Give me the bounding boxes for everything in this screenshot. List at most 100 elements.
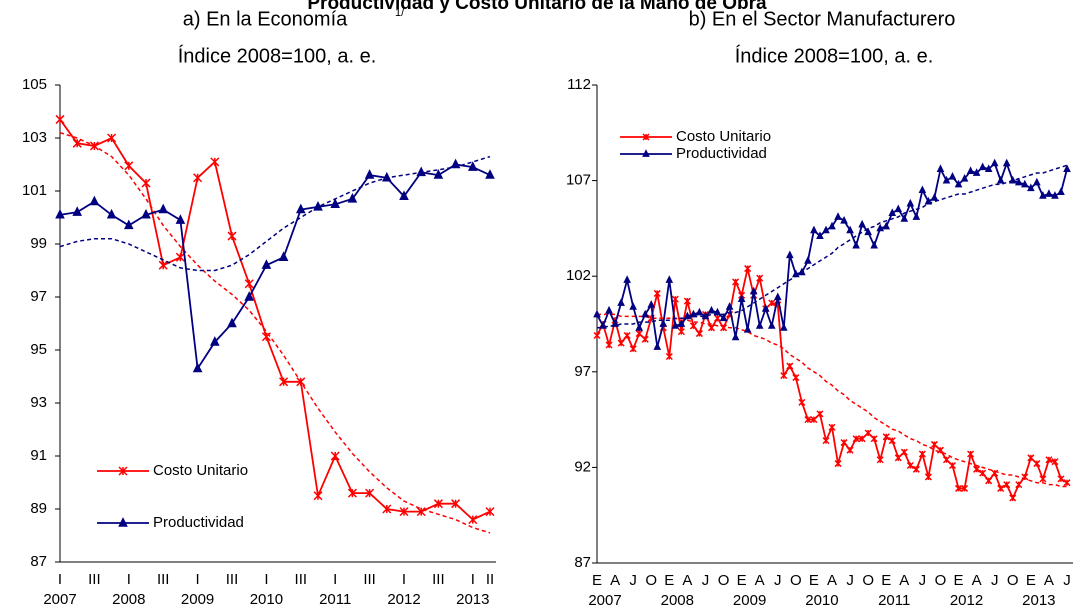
marker [623,331,631,340]
panel-subtitle: Índice 2008=100, a. e. [178,44,377,67]
marker [852,240,860,249]
y-tick-label: 97 [30,288,47,305]
marker [1057,187,1065,195]
marker [261,332,271,342]
marker [1045,189,1053,197]
marker [792,374,800,382]
x-tick-label: I [471,571,475,588]
marker [936,446,944,454]
marker [659,319,668,327]
marker [990,158,999,167]
marker [450,158,461,169]
marker [858,219,866,228]
year-label: 2012 [387,591,420,608]
x-tick-label: J [1063,572,1071,589]
marker [210,157,220,167]
marker [834,460,842,468]
marker [840,439,848,447]
marker [416,507,426,517]
marker [1014,177,1023,186]
year-label: 2011 [878,592,910,609]
marker [906,461,914,470]
marker [894,454,902,462]
x-tick-label: J [991,572,999,589]
marker [1063,164,1071,173]
marker [635,323,643,331]
marker [261,259,272,269]
series-line [596,160,1068,348]
marker [193,173,203,183]
marker [707,305,716,314]
marker [731,332,740,341]
x-tick-label: E [954,572,964,589]
marker [485,507,495,517]
marker [756,274,764,282]
marker [707,324,716,332]
marker [399,190,409,200]
chart-title: Productividad y Costo Unitario de la Man… [307,0,767,14]
x-tick-label: O [1007,572,1019,589]
marker [433,169,444,179]
marker [1051,458,1059,466]
marker [683,311,692,320]
marker [870,240,878,249]
year-label: 2011 [319,591,351,608]
marker [1003,481,1011,489]
trend-line [597,164,1068,329]
y-tick-label: 105 [22,76,47,93]
marker [930,440,938,448]
marker [882,433,890,441]
marker [979,469,987,477]
marker [653,342,662,350]
x-tick-label: I [402,571,406,588]
x-tick-label: E [664,572,674,589]
marker [1039,475,1047,483]
marker [773,292,782,301]
legend-marker [118,517,128,527]
marker [55,208,65,219]
x-tick-label: E [737,572,747,589]
x-tick-label: I [58,571,62,588]
marker [665,352,673,361]
y-tick-label: 87 [30,553,47,570]
marker [55,114,65,124]
series-line [596,268,1068,501]
marker [1009,494,1017,502]
marker [629,345,637,353]
marker [209,336,220,346]
year-label: 2008 [112,591,145,608]
y-tick-label: 97 [574,363,591,380]
marker [870,435,878,443]
marker [743,325,752,333]
marker [695,307,704,316]
marker [996,175,1005,184]
marker [779,323,788,331]
marker [641,309,650,318]
x-tick-label: E [809,572,819,589]
marker [798,267,806,276]
trend-line [59,155,491,272]
marker [780,372,788,380]
marker [816,231,824,239]
marker [864,227,872,236]
x-tick-label: E [1026,572,1036,589]
marker [313,491,323,501]
marker [961,484,969,492]
marker [677,328,685,336]
marker [942,456,951,464]
x-tick-label: A [610,572,620,589]
marker [365,488,375,498]
marker [822,437,830,445]
marker [689,309,698,318]
x-tick-label: A [682,572,692,589]
legend-label: Productividad [153,514,244,531]
marker [834,212,842,220]
marker [713,307,722,316]
marker [382,504,392,514]
year-label: 2013 [1022,592,1055,609]
marker [623,275,631,283]
year-label: 2007 [43,591,76,608]
x-tick-label: III [432,571,445,588]
marker [918,450,926,458]
marker [786,362,794,370]
